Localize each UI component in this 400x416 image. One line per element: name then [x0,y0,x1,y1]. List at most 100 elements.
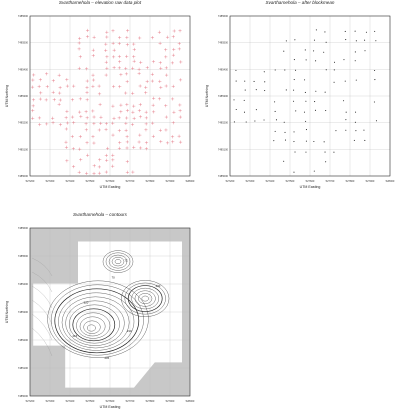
data-point [92,171,96,176]
data-point [145,79,149,84]
data-point [275,119,278,121]
data-point [98,102,102,107]
data-point [144,128,148,132]
data-point [85,79,89,83]
data-point [138,102,142,107]
data-point [85,90,89,95]
data-point [38,122,42,127]
data-point [105,55,109,59]
data-point [152,96,156,100]
data-point [64,116,68,120]
data-point [79,158,83,162]
data-point [51,79,55,83]
raw-data-plot: 527200 527300 527400 527500 527600 527700 5278… [5,14,195,189]
x-tick-label: 527600 [306,179,315,183]
data-point [273,140,275,142]
contour-line [61,296,130,349]
y-tick-label: 7485000 [218,174,229,178]
data-point [355,130,357,132]
contour-line [31,257,53,277]
data-point [92,141,96,145]
data-point [44,98,48,102]
data-point [91,109,95,113]
data-point [373,101,375,103]
data-point [119,103,123,107]
data-point [111,133,115,137]
data-point [164,66,168,70]
data-point [345,129,347,131]
data-point [305,151,307,153]
data-point [125,116,129,120]
data-point [293,78,295,81]
data-point [117,128,121,133]
data-point [65,121,70,125]
data-point [164,84,168,88]
data-point [111,29,115,33]
data-point [375,120,378,122]
data-point [355,40,357,42]
data-point [177,134,181,138]
data-point [118,141,122,145]
data-point [111,164,115,168]
data-point [157,97,162,101]
contour-line [31,313,53,341]
data-point [254,120,256,122]
data-point [70,115,75,119]
data-point [305,100,307,102]
plot-frame [229,15,391,177]
data-point [303,111,306,113]
data-point [323,51,325,53]
x-tick-label: 527400 [266,179,275,183]
data-point [333,81,335,83]
data-point [104,73,108,77]
data-point [364,50,366,52]
data-point [117,54,122,59]
data-point [99,121,103,126]
data-point [144,110,148,114]
y-tick-label: 7485100 [18,147,29,151]
data-point [283,121,285,123]
data-point [285,40,287,42]
data-point [51,121,55,125]
x-axis-label: UTM Easting [100,405,121,409]
data-point [124,91,128,95]
data-point [71,147,75,151]
contour-line [47,280,149,358]
data-point [58,123,63,127]
data-point [170,135,175,139]
data-point [144,141,149,145]
contour-line [127,285,163,312]
data-point [58,98,62,102]
data-point [325,41,327,43]
data-point [274,69,276,71]
data-point [78,147,82,151]
data-point [158,61,162,65]
y-tick-label: 7485600 [218,14,229,18]
data-point [32,73,36,77]
contour-plot: 527200 527300 527400 527500 527600 527700 5278… [5,226,195,409]
y-tick-label: 7485300 [218,94,229,98]
data-point [77,66,81,70]
data-point [119,73,123,77]
data-point [99,115,103,119]
contour-line [124,282,166,315]
contour-line [65,300,125,346]
data-point [105,158,109,162]
y-tick-label: 7485100 [218,147,229,151]
data-point [274,101,276,103]
data-point [235,69,237,71]
data-point [52,98,56,102]
data-point [85,85,89,90]
data-point [132,116,136,121]
data-point [150,36,155,40]
data-point [117,66,122,70]
y-tick-label: 7485300 [18,310,29,314]
y-tick-label: 7485300 [18,94,29,98]
data-point [98,158,102,162]
data-point [233,121,235,123]
x-tick-label: 527600 [106,399,115,403]
y-tick-label: 7485500 [18,41,29,45]
contour-label: 210 [127,329,132,333]
data-point [164,115,168,119]
data-point [91,84,95,88]
